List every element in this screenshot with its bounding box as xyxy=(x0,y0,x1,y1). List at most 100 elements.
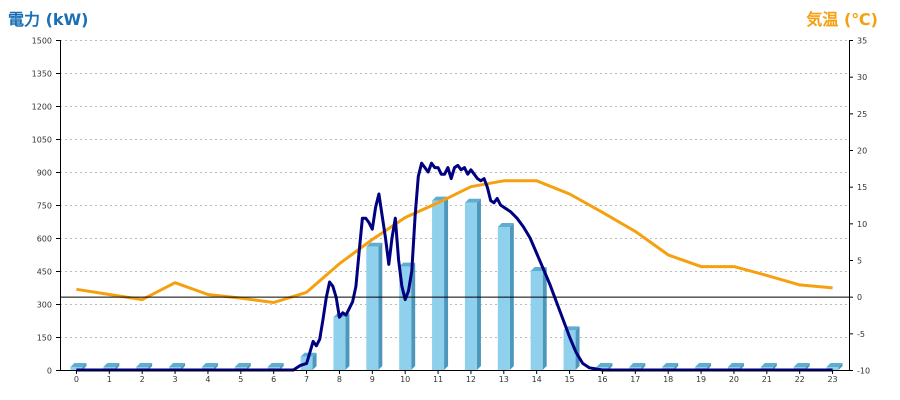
bar-side xyxy=(345,313,350,370)
x-tick-label: 7 xyxy=(304,375,309,384)
bar xyxy=(530,267,547,370)
bar-top xyxy=(629,363,646,367)
bar-side xyxy=(279,363,284,370)
bar-top xyxy=(793,363,810,367)
label-layer: 01503004506007509001050120013501500-10-5… xyxy=(32,37,870,385)
x-tick-label: 12 xyxy=(466,375,476,384)
bar-side xyxy=(312,352,317,370)
left-tick-label: 1500 xyxy=(32,37,52,46)
bar-side xyxy=(246,363,251,370)
left-tick-label: 150 xyxy=(37,334,52,343)
x-tick-label: 10 xyxy=(400,375,410,384)
bar-side xyxy=(148,363,153,370)
grid-layer xyxy=(60,40,849,338)
bar-front xyxy=(432,200,445,370)
x-tick-label: 19 xyxy=(696,375,706,384)
bar-side xyxy=(838,363,843,370)
x-tick-label: 20 xyxy=(729,375,739,384)
right-tick-label: 0 xyxy=(857,293,862,302)
bar-top xyxy=(662,363,679,367)
x-tick-label: 9 xyxy=(370,375,375,384)
left-tick-label: 300 xyxy=(37,301,52,310)
bar-front xyxy=(464,202,477,370)
bar-side xyxy=(378,242,383,370)
bar-side xyxy=(608,363,613,370)
right-tick-label: 30 xyxy=(857,73,867,82)
bar-side xyxy=(674,363,679,370)
bar-front xyxy=(530,271,543,370)
power-line xyxy=(76,161,833,372)
bar-front xyxy=(497,227,510,370)
x-tick-label: 3 xyxy=(173,375,178,384)
x-tick-label: 13 xyxy=(499,375,509,384)
bar-top xyxy=(760,363,777,367)
left-tick-label: 600 xyxy=(37,235,52,244)
bar-side xyxy=(509,223,514,370)
x-tick-label: 4 xyxy=(205,375,210,384)
x-tick-label: 23 xyxy=(827,375,837,384)
right-tick-label: -10 xyxy=(857,367,870,376)
bar-top xyxy=(695,363,712,367)
bar xyxy=(333,313,350,370)
bar-top xyxy=(366,242,383,247)
bar xyxy=(464,198,481,370)
axis-layer xyxy=(56,40,853,374)
left-tick-label: 0 xyxy=(47,367,52,376)
x-tick-label: 2 xyxy=(140,375,145,384)
x-tick-label: 16 xyxy=(597,375,607,384)
bar xyxy=(497,223,514,370)
bar-top xyxy=(727,363,744,367)
left-tick-label: 450 xyxy=(37,268,52,277)
x-tick-label: 18 xyxy=(663,375,673,384)
right-tick-label: -5 xyxy=(857,330,865,339)
bar-side xyxy=(772,363,777,370)
bar-top xyxy=(596,363,613,367)
left-axis-title: 電力 (kW) xyxy=(8,10,89,29)
bar-side xyxy=(707,363,712,370)
right-tick-label: 10 xyxy=(857,220,867,229)
bar-top xyxy=(464,198,481,203)
bar-top xyxy=(267,363,284,367)
x-tick-label: 6 xyxy=(271,375,276,384)
bar-front xyxy=(333,317,346,370)
bar-top xyxy=(234,363,251,367)
right-axis-title: 気温 (℃) xyxy=(806,10,878,29)
x-tick-label: 17 xyxy=(630,375,640,384)
bar-side xyxy=(476,198,481,370)
bar xyxy=(563,326,580,370)
temperature-line xyxy=(76,179,833,304)
bar-top xyxy=(826,363,843,367)
bar-side xyxy=(641,363,646,370)
x-tick-label: 8 xyxy=(337,375,342,384)
line-layer xyxy=(76,161,833,372)
left-tick-label: 900 xyxy=(37,169,52,178)
bar xyxy=(366,242,383,370)
bar-side xyxy=(575,326,580,370)
bar xyxy=(432,196,449,370)
bar-side xyxy=(739,363,744,370)
bar-side xyxy=(444,196,449,370)
left-tick-label: 1350 xyxy=(32,70,52,79)
left-tick-label: 1050 xyxy=(32,136,52,145)
x-tick-label: 21 xyxy=(762,375,772,384)
bar-front xyxy=(366,246,379,370)
bar-top xyxy=(136,363,153,367)
bar-side xyxy=(82,363,87,370)
bar-top xyxy=(70,363,87,367)
bar-side xyxy=(542,267,547,370)
x-tick-label: 14 xyxy=(532,375,542,384)
right-tick-label: 5 xyxy=(857,257,862,266)
right-tick-label: 25 xyxy=(857,110,867,119)
bar-layer xyxy=(70,196,843,370)
bar-side xyxy=(213,363,218,370)
right-tick-label: 15 xyxy=(857,183,867,192)
bar-side xyxy=(181,363,186,370)
left-tick-label: 1200 xyxy=(32,103,52,112)
bar-top xyxy=(497,223,514,227)
x-tick-label: 0 xyxy=(74,375,79,384)
bar-side xyxy=(805,363,810,370)
x-tick-label: 1 xyxy=(107,375,112,384)
bar-side xyxy=(115,363,120,370)
x-tick-label: 15 xyxy=(564,375,574,384)
